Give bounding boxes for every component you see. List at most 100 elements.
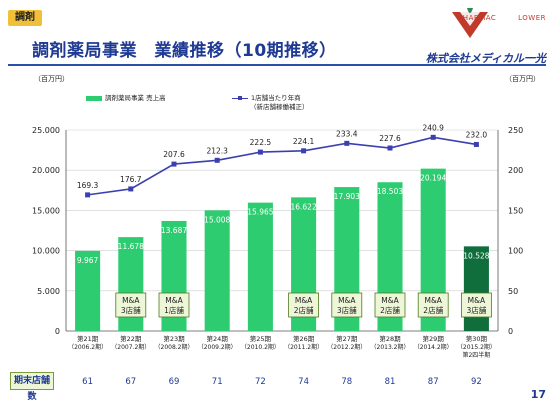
line-point bbox=[301, 148, 307, 154]
bar-data-label: 18.503 bbox=[377, 187, 403, 196]
bar bbox=[204, 210, 230, 331]
line-point bbox=[430, 134, 436, 140]
bar-data-label: 15.008 bbox=[204, 215, 230, 224]
ma-annotation-text: M&A bbox=[122, 296, 140, 305]
x-tick-label: 第21期 bbox=[77, 334, 99, 343]
x-tick-sublabel: （2011.2期） bbox=[284, 343, 323, 351]
legend-note: （新店舗稼働補正） bbox=[250, 103, 309, 111]
ma-annotation-text: M&A bbox=[468, 296, 486, 305]
ma-annotation-box bbox=[417, 292, 449, 318]
line-data-label: 169.3 bbox=[77, 181, 99, 190]
legend-line-swatch bbox=[232, 95, 248, 101]
line-data-label: 176.7 bbox=[120, 175, 142, 184]
ma-annotation-box bbox=[115, 292, 147, 318]
x-tick-sublabel: （2015.2期） bbox=[457, 343, 496, 351]
x-tick-sublabel: （2006.2期） bbox=[68, 343, 107, 351]
ma-annotation-text: 2店舗 bbox=[423, 305, 443, 315]
line-point bbox=[257, 149, 263, 155]
title-divider bbox=[8, 64, 546, 66]
y-tick-label-left: 25.000 bbox=[32, 126, 60, 135]
line-data-label: 212.3 bbox=[206, 146, 228, 155]
ma-annotation-text: 3店舗 bbox=[467, 305, 487, 315]
x-tick-sublabel: （2010.2期） bbox=[241, 343, 280, 351]
store-count-value: 92 bbox=[471, 377, 482, 387]
y-tick-label-left: 5.000 bbox=[37, 287, 60, 296]
y-tick-label-left: 10.000 bbox=[32, 247, 60, 256]
line-point bbox=[85, 192, 91, 198]
y-tick-label-left: 0 bbox=[55, 327, 60, 336]
ma-annotation-box bbox=[288, 292, 320, 318]
line-series bbox=[87, 136, 477, 196]
line-point bbox=[344, 140, 350, 146]
bar bbox=[75, 250, 101, 331]
store-count-value: 87 bbox=[428, 377, 439, 387]
line-data-label: 233.4 bbox=[336, 129, 358, 138]
flower-logo-icon bbox=[452, 8, 488, 38]
ma-annotation-box bbox=[460, 292, 492, 318]
left-axis-unit: （百万円） bbox=[34, 75, 69, 83]
ma-annotation-text: M&A bbox=[165, 296, 183, 305]
x-tick-label: 第24期 bbox=[207, 334, 229, 343]
y-tick-label-right: 100 bbox=[508, 247, 523, 256]
store-count-value: 81 bbox=[385, 377, 396, 387]
store-count-value: 71 bbox=[212, 377, 223, 387]
legend-bar-swatch bbox=[86, 95, 102, 101]
ma-annotation-text: 2店舗 bbox=[294, 305, 314, 315]
store-count-value: 61 bbox=[82, 377, 93, 387]
bar-data-label: 15.965 bbox=[247, 208, 273, 217]
line-data-label: 232.0 bbox=[466, 130, 488, 139]
x-tick-sublabel: （2014.2期） bbox=[414, 343, 453, 351]
logo-brand-text: PHARMAC LOWER bbox=[458, 14, 546, 22]
store-count-label: 期末店舗数 bbox=[10, 372, 54, 402]
store-count-value: 78 bbox=[341, 377, 352, 387]
bar-data-label: 20.194 bbox=[420, 174, 446, 183]
ma-annotation-text: M&A bbox=[381, 296, 399, 305]
ma-annotation-text: M&A bbox=[338, 296, 356, 305]
store-count-value: 72 bbox=[255, 377, 266, 387]
ma-annotation-box bbox=[374, 292, 406, 318]
bar-data-label: 10.528 bbox=[463, 251, 489, 260]
legend-item-per-store: 1店舗当たり年商 bbox=[232, 92, 301, 102]
x-tick-sublabel: （2013.2期） bbox=[371, 343, 410, 351]
store-count-value: 69 bbox=[169, 377, 180, 387]
ma-annotation-box bbox=[158, 292, 190, 318]
y-tick-label-right: 50 bbox=[508, 287, 518, 296]
company-name: 株式会社メディカル一光 bbox=[425, 52, 546, 65]
line-point bbox=[387, 145, 393, 151]
ma-annotation-text: 1店舗 bbox=[164, 305, 184, 315]
y-tick-label-left: 15.000 bbox=[32, 206, 60, 215]
store-count-value: 67 bbox=[125, 377, 136, 387]
line-data-label: 227.6 bbox=[379, 134, 401, 143]
y-tick-label-right: 150 bbox=[508, 206, 523, 215]
x-tick-label: 第29期 bbox=[423, 334, 445, 343]
bar-data-label: 16.622 bbox=[290, 202, 316, 211]
x-tick-label: 第27期 bbox=[336, 334, 358, 343]
y-tick-label-right: 200 bbox=[508, 166, 523, 175]
bar bbox=[247, 202, 273, 331]
x-tick-label: 第28期 bbox=[379, 334, 401, 343]
page-number: 17 bbox=[530, 388, 546, 401]
ma-annotation-text: 3店舗 bbox=[121, 305, 141, 315]
x-tick-label: 第26期 bbox=[293, 334, 315, 343]
ma-annotation-text: M&A bbox=[424, 296, 442, 305]
x-tick-label: 第30期 bbox=[466, 334, 488, 343]
ma-annotation-text: 2店舗 bbox=[380, 305, 400, 315]
bar-data-label: 13.687 bbox=[161, 226, 187, 235]
line-point bbox=[214, 157, 220, 163]
x-tick-label: 第22期 bbox=[120, 334, 142, 343]
line-point bbox=[473, 141, 479, 147]
line-data-label: 222.5 bbox=[250, 138, 272, 147]
ma-annotation-text: M&A bbox=[295, 296, 313, 305]
line-point bbox=[128, 186, 134, 192]
y-tick-label-left: 20.000 bbox=[32, 166, 60, 175]
bar-data-label: 17.903 bbox=[334, 192, 360, 201]
company-logo: PHARMAC LOWER 株式会社メディカル一光 bbox=[400, 6, 550, 66]
y-tick-label-right: 250 bbox=[508, 126, 523, 135]
page-title: 調剤薬局事業 業績推移（10期推移） bbox=[32, 41, 337, 61]
line-data-label: 207.6 bbox=[163, 150, 185, 159]
line-data-label: 224.1 bbox=[293, 137, 315, 146]
legend-item-sales: 調剤薬局事業 売上高 bbox=[86, 92, 166, 102]
section-tag: 調剤 bbox=[8, 10, 42, 26]
x-tick-sublabel: （2012.2期） bbox=[327, 343, 366, 351]
